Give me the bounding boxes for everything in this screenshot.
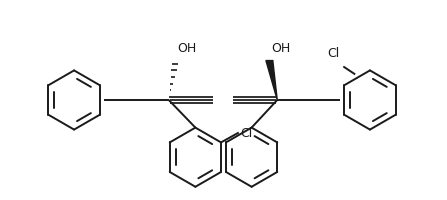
Text: Cl: Cl xyxy=(328,46,340,59)
Polygon shape xyxy=(266,61,277,100)
Text: OH: OH xyxy=(177,41,197,54)
Text: Cl: Cl xyxy=(241,126,253,139)
Text: OH: OH xyxy=(271,41,291,54)
